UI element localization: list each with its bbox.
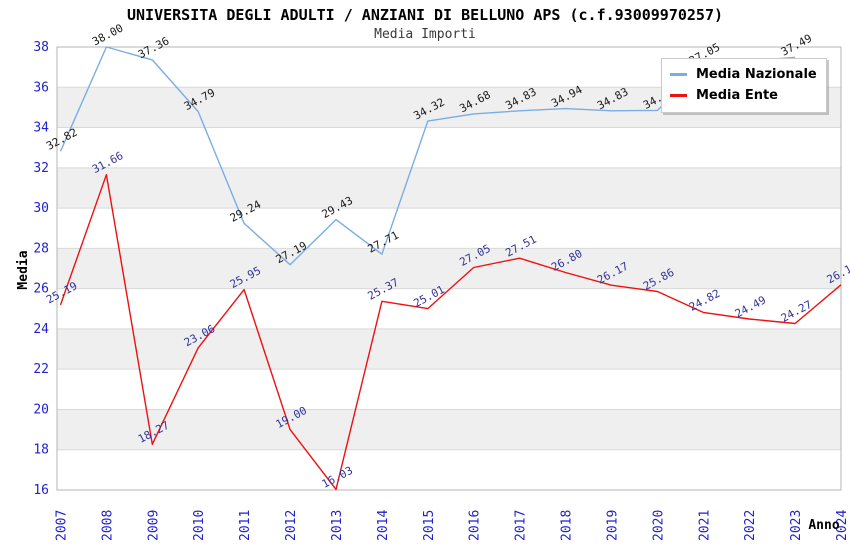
legend-swatch-red-line-icon <box>670 94 687 97</box>
chart-title: UNIVERSITA DEGLI ADULTI / ANZIANI DI BEL… <box>126 6 724 24</box>
legend-swatch-blue-line-icon <box>670 73 687 76</box>
svg-text:2017: 2017 <box>514 510 529 541</box>
svg-text:26: 26 <box>33 282 49 297</box>
svg-text:32: 32 <box>33 161 49 176</box>
svg-text:37.49: 37.49 <box>779 32 814 59</box>
svg-text:2014: 2014 <box>376 510 391 541</box>
legend-item-media-nazionale: Media Nazionale <box>670 64 818 85</box>
svg-text:2015: 2015 <box>422 510 437 541</box>
svg-text:2022: 2022 <box>743 510 758 541</box>
svg-text:38: 38 <box>33 40 49 55</box>
legend-item-media-ente: Media Ente <box>670 85 818 106</box>
x-axis-title: Anno <box>808 518 839 533</box>
svg-text:2011: 2011 <box>238 510 253 541</box>
legend-label-media-nazionale: Media Nazionale <box>696 67 817 82</box>
svg-text:2023: 2023 <box>789 510 804 541</box>
chart-subtitle: Media Importi <box>374 27 476 42</box>
svg-text:2016: 2016 <box>468 510 483 541</box>
svg-text:18: 18 <box>33 443 49 458</box>
svg-text:36: 36 <box>33 80 49 95</box>
svg-text:34: 34 <box>33 121 49 136</box>
svg-text:20: 20 <box>33 402 49 417</box>
svg-text:38.00: 38.00 <box>90 21 125 48</box>
svg-text:2024: 2024 <box>835 510 850 541</box>
svg-text:24.27: 24.27 <box>779 298 814 325</box>
svg-text:2020: 2020 <box>651 510 666 541</box>
svg-text:2012: 2012 <box>284 510 299 541</box>
svg-text:2013: 2013 <box>330 510 345 541</box>
svg-text:30: 30 <box>33 201 49 216</box>
y-axis-tick-labels: 38 36 34 32 30 28 26 24 22 20 18 16 <box>33 40 49 498</box>
svg-text:24.82: 24.82 <box>687 287 722 314</box>
svg-text:2018: 2018 <box>560 510 575 541</box>
svg-text:22: 22 <box>33 362 49 377</box>
svg-text:2019: 2019 <box>605 510 620 541</box>
svg-text:2010: 2010 <box>192 510 207 541</box>
svg-text:24.49: 24.49 <box>733 293 768 320</box>
background-bands <box>57 87 841 450</box>
svg-text:24: 24 <box>33 322 49 337</box>
y-axis-title: Media <box>16 250 31 289</box>
svg-text:28: 28 <box>33 241 49 256</box>
legend-label-media-ente: Media Ente <box>696 88 778 103</box>
svg-text:2008: 2008 <box>100 510 115 541</box>
series-line-media-ente <box>59 174 842 491</box>
svg-text:2009: 2009 <box>146 510 161 541</box>
svg-text:37.36: 37.36 <box>136 34 171 61</box>
svg-text:16: 16 <box>33 483 49 498</box>
svg-text:2021: 2021 <box>697 510 712 541</box>
legend: Media Nazionale Media Ente <box>661 58 827 113</box>
plot-border <box>56 46 842 491</box>
svg-text:2007: 2007 <box>55 510 70 541</box>
x-axis-tick-labels: 2007 2008 2009 2010 2011 2012 2013 2014 2015 2016… <box>55 510 850 541</box>
